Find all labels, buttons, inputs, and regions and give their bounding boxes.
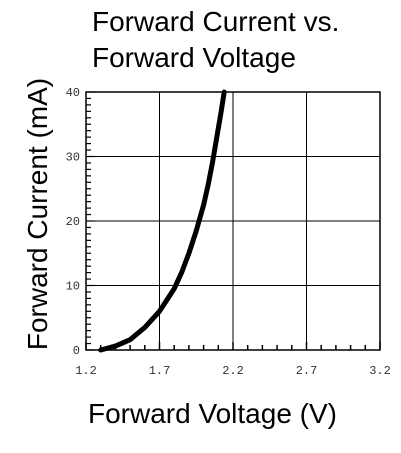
y-tick-label: 0	[73, 344, 80, 358]
chart-title-line-1: Forward Current vs.	[92, 6, 340, 37]
chart-title-line-2: Forward Voltage	[92, 42, 296, 73]
y-tick-label: 40	[66, 86, 80, 100]
x-tick-label: 1.2	[75, 364, 97, 378]
y-tick-label: 10	[66, 280, 80, 294]
y-tick-label: 30	[66, 151, 80, 165]
series-line	[98, 89, 227, 353]
x-tick-label: 3.2	[369, 364, 391, 378]
x-axis-label: Forward Voltage (V)	[88, 398, 337, 429]
x-tick-label: 2.2	[222, 364, 244, 378]
chart-title: Forward Current vs. Forward Voltage	[92, 4, 392, 76]
y-tick-label: 20	[66, 215, 80, 229]
x-tick-label: 2.7	[296, 364, 318, 378]
x-tick-label: 1.7	[149, 364, 171, 378]
